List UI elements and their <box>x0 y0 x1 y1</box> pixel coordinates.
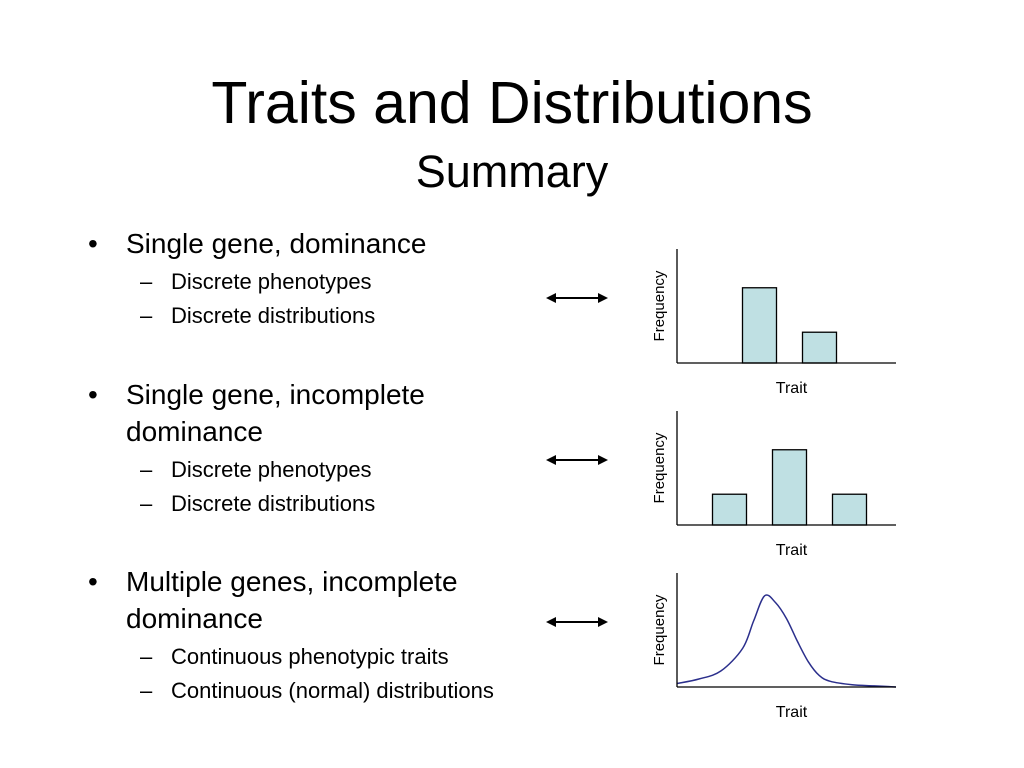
bullet-block: • Single gene, incomplete dominance – Di… <box>88 376 558 521</box>
sub-dash: – <box>140 678 153 703</box>
sub-dash: – <box>140 491 153 516</box>
sub-item-text: Continuous (normal) distributions <box>171 678 494 703</box>
chart-svg: Frequency Trait <box>651 573 897 721</box>
bullet-text: dominance <box>126 603 263 634</box>
sub-item-text: Discrete distributions <box>171 491 376 516</box>
sub-dash: – <box>140 303 153 328</box>
bullet-dot: • <box>88 228 98 259</box>
slide-title: Traits and Distributions <box>211 70 813 136</box>
chart-svg: Frequency Trait <box>651 249 896 397</box>
sub-dash: – <box>140 269 153 294</box>
chart-dominance: Frequency Trait <box>640 240 910 400</box>
double-arrow-icon <box>546 293 608 303</box>
sub-dash: – <box>140 457 153 482</box>
bar <box>831 493 868 526</box>
bar <box>711 493 748 526</box>
x-axis-label: Trait <box>776 542 808 559</box>
bar <box>771 449 808 526</box>
y-axis-label: Frequency <box>651 432 668 503</box>
y-axis-label: Frequency <box>651 594 668 665</box>
y-axis-label: Frequency <box>651 270 668 341</box>
sub-item-text: Discrete phenotypes <box>171 269 372 294</box>
bullet-dot: • <box>88 566 98 597</box>
chart-svg: Frequency Trait <box>651 411 896 559</box>
bullet-item: • Single gene, incomplete dominance <box>88 376 558 450</box>
bullet-block: • Multiple genes, incomplete dominance –… <box>88 563 558 708</box>
series-line <box>676 594 897 688</box>
x-axis-label: Trait <box>776 704 808 721</box>
bar <box>801 331 838 364</box>
x-axis-label: Trait <box>776 380 808 397</box>
chart-incomplete-dominance: Frequency Trait <box>640 402 910 562</box>
sub-item: – Continuous (normal) distributions <box>88 674 558 708</box>
sub-item-text: Continuous phenotypic traits <box>171 644 449 669</box>
sub-item-text: Discrete distributions <box>171 303 376 328</box>
bullet-item: • Single gene, dominance <box>88 225 558 262</box>
sub-item: – Discrete distributions <box>88 487 558 521</box>
sub-item: – Continuous phenotypic traits <box>88 640 558 674</box>
sub-item: – Discrete phenotypes <box>88 265 558 299</box>
bar <box>741 287 778 364</box>
bullet-block: • Single gene, dominance – Discrete phen… <box>88 225 558 333</box>
double-arrow-icon <box>546 455 608 465</box>
bullet-text: Multiple genes, incomplete <box>126 566 458 597</box>
bullet-text: Single gene, incomplete <box>126 379 425 410</box>
sub-item: – Discrete distributions <box>88 299 558 333</box>
double-arrow-icon <box>546 617 608 627</box>
bullet-text: dominance <box>126 416 263 447</box>
chart-multiple-genes: Frequency Trait <box>640 564 910 724</box>
slide-subtitle: Summary <box>415 146 609 197</box>
bullet-dot: • <box>88 379 98 410</box>
bullet-item: • Multiple genes, incomplete dominance <box>88 563 558 637</box>
bullet-text: Single gene, dominance <box>126 228 427 259</box>
sub-item-text: Discrete phenotypes <box>171 457 372 482</box>
sub-dash: – <box>140 644 153 669</box>
sub-item: – Discrete phenotypes <box>88 453 558 487</box>
